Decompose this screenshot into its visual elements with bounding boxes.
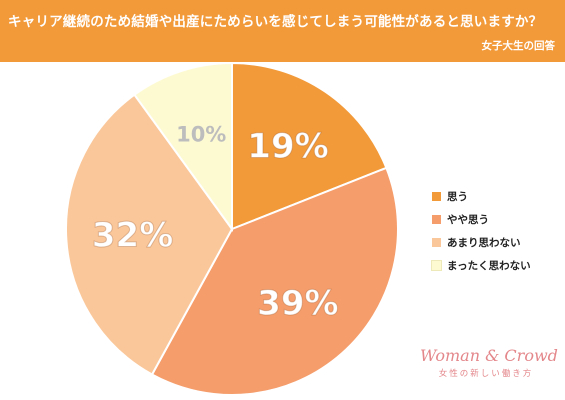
pie-slice-label-4: 10%	[176, 122, 226, 146]
pie-slice-4	[133, 62, 233, 233]
pie-slice-label-2: 39%	[257, 284, 338, 324]
legend-label: まったく思わない	[447, 260, 531, 272]
legend-label: やや思う	[447, 214, 489, 226]
legend-label: 思う	[447, 191, 468, 203]
legend-swatch	[432, 238, 441, 247]
legend-item-4: まったく思わない	[431, 254, 531, 277]
pie-slice-label-1: 19%	[247, 127, 328, 167]
legend-swatch	[432, 192, 441, 201]
title-banner: キャリア継続のため結婚や出産にためらいを感じてしまう可能性があると思いますか？ …	[0, 0, 565, 62]
pie-slice-3	[65, 93, 234, 376]
chart-subtitle: 女子大生の回答	[481, 40, 556, 52]
pie-slice-label-3: 32%	[92, 215, 173, 255]
legend-swatch	[431, 260, 442, 271]
legend-swatch	[432, 215, 441, 224]
pie-slice-2	[150, 166, 399, 396]
pie-slice-1	[231, 62, 388, 231]
chart-legend: 思うやや思うあまり思わない まったく思わない	[431, 185, 531, 277]
pie-chart: 19% 39% 32% 10%	[65, 62, 399, 396]
brand-tagline: 女性の新しい働き方	[438, 369, 534, 379]
brand-logo: Woman & Crowd 女性の新しい働き方	[420, 346, 558, 379]
legend-item-3: あまり思わない	[432, 231, 531, 254]
legend-item-2: やや思う	[432, 208, 531, 231]
brand-logo-text: Woman & Crowd	[420, 346, 558, 365]
legend-item-1: 思う	[432, 185, 531, 208]
legend-label: あまり思わない	[447, 237, 521, 249]
chart-title: キャリア継続のため結婚や出産にためらいを感じてしまう可能性があると思いますか？	[8, 14, 543, 30]
